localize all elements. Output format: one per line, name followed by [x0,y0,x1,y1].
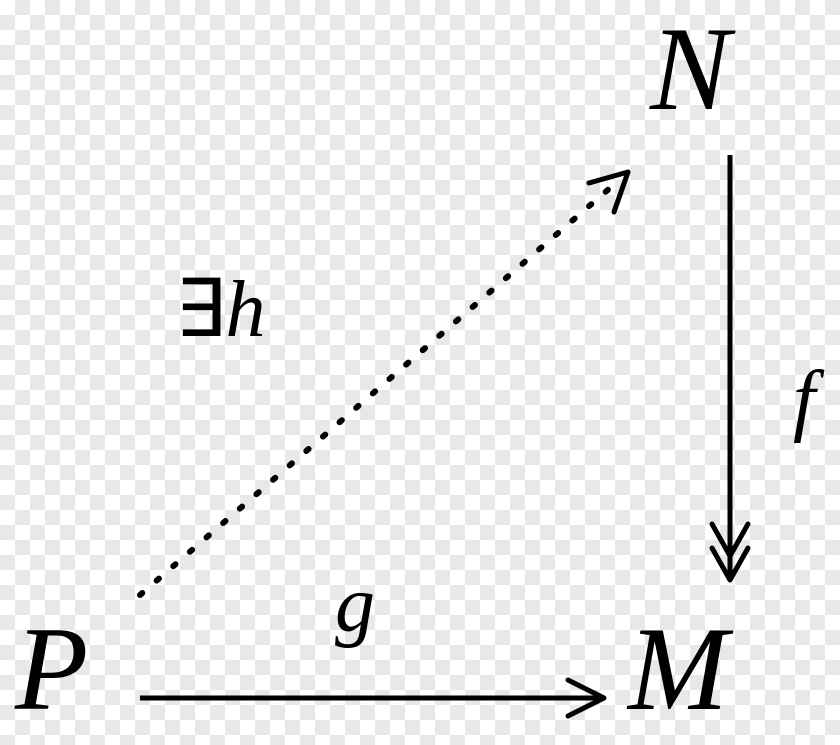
label-h-var: h [226,266,266,354]
arrow-label-g: g [335,560,375,651]
node-p: P [15,600,88,738]
node-n: N [650,0,730,138]
exists-symbol: ∃ [175,266,226,354]
arrow-h [140,172,628,595]
node-m: M [628,600,728,738]
arrow-label-h: ∃h [175,262,266,356]
arrow-f [712,155,748,580]
arrow-g [140,680,604,716]
arrow-label-f: f [793,355,815,446]
